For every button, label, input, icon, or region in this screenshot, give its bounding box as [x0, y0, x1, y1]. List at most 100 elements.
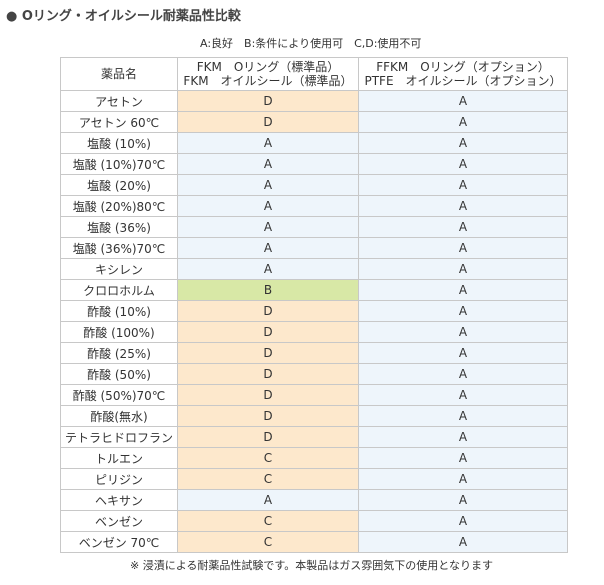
grade-cell: A — [358, 510, 568, 532]
header-line: FKM Oリング（標準品） — [196, 60, 340, 74]
chemical-cell: 酢酸 (50%)70℃ — [60, 384, 178, 406]
chemical-cell: 酢酸 (25%) — [60, 342, 178, 364]
grade-cell: A — [358, 321, 568, 343]
table-row: 酢酸 (10%) D A — [60, 300, 568, 322]
chemical-cell: キシレン — [60, 258, 178, 280]
grade-cell: D — [177, 300, 359, 322]
chemical-cell: 塩酸 (10%) — [60, 132, 178, 154]
chemical-cell: ヘキサン — [60, 489, 178, 511]
grade-cell: A — [358, 468, 568, 490]
grade-cell: A — [358, 426, 568, 448]
table-row: ヘキサン A A — [60, 489, 568, 511]
chemical-cell: 塩酸 (20%) — [60, 174, 178, 196]
grade-cell: A — [177, 132, 359, 154]
grade-cell: D — [177, 363, 359, 385]
grade-cell: C — [177, 510, 359, 532]
table-row: 塩酸 (10%) A A — [60, 132, 568, 154]
table-row: ベンゼン 70℃ C A — [60, 531, 568, 553]
grade-cell: A — [358, 111, 568, 133]
chemical-cell: テトラヒドロフラン — [60, 426, 178, 448]
grade-cell: C — [177, 468, 359, 490]
table-row: 塩酸 (20%)80℃ A A — [60, 195, 568, 217]
chemical-cell: 酢酸 (100%) — [60, 321, 178, 343]
table-body: アセトン D A アセトン 60℃ D A 塩酸 (10%) A A 塩酸 (10%)70℃ A A 塩… — [60, 90, 568, 553]
grade-cell: A — [358, 342, 568, 364]
grade-cell: A — [358, 405, 568, 427]
chemical-cell: 塩酸 (36%)70℃ — [60, 237, 178, 259]
table-row: 塩酸 (10%)70℃ A A — [60, 153, 568, 175]
chemical-cell: 酢酸 (10%) — [60, 300, 178, 322]
header-cell: FFKM Oリング（オプション） PTFE オイルシール（オプション） — [358, 57, 568, 91]
grade-cell: A — [358, 363, 568, 385]
resistance-table: 薬品名 FKM Oリング（標準品） FKM オイルシール（標準品） FFKM Oリ… — [60, 57, 568, 553]
grade-cell: A — [358, 237, 568, 259]
grade-cell: A — [358, 174, 568, 196]
chemical-cell: 塩酸 (36%) — [60, 216, 178, 238]
header-line: FFKM Oリング（オプション） — [376, 60, 550, 74]
header-line: FKM オイルシール（標準品） — [183, 74, 353, 88]
table-row: ピリジン C A — [60, 468, 568, 490]
chemical-cell: クロロホルム — [60, 279, 178, 301]
grade-cell: A — [358, 195, 568, 217]
grade-cell: A — [177, 174, 359, 196]
header-cell: 薬品名 — [60, 57, 178, 91]
grade-cell: A — [358, 216, 568, 238]
title: ● Oリング・オイルシール耐薬品性比較 — [6, 9, 241, 24]
grade-cell: A — [358, 384, 568, 406]
grade-cell: C — [177, 447, 359, 469]
header-cell: FKM Oリング（標準品） FKM オイルシール（標準品） — [177, 57, 359, 91]
table-row: クロロホルム B A — [60, 279, 568, 301]
grade-cell: A — [358, 153, 568, 175]
table-row: 酢酸 (50%) D A — [60, 363, 568, 385]
table-row: 塩酸 (36%) A A — [60, 216, 568, 238]
chemical-cell: 塩酸 (20%)80℃ — [60, 195, 178, 217]
footnote: ※ 浸漬による耐薬品性試験です。本製品はガス雰囲気下の使用となります — [130, 559, 493, 572]
grade-cell: D — [177, 426, 359, 448]
grade-cell: A — [177, 216, 359, 238]
grade-cell: D — [177, 90, 359, 112]
grade-cell: A — [177, 195, 359, 217]
chemical-cell: ピリジン — [60, 468, 178, 490]
grade-cell: A — [177, 489, 359, 511]
grade-cell: A — [358, 258, 568, 280]
grade-cell: A — [358, 489, 568, 511]
chemical-cell: トルエン — [60, 447, 178, 469]
chemical-cell: アセトン 60℃ — [60, 111, 178, 133]
grade-cell: A — [358, 90, 568, 112]
grade-cell: B — [177, 279, 359, 301]
table-row: アセトン D A — [60, 90, 568, 112]
chemical-cell: 酢酸 (50%) — [60, 363, 178, 385]
grade-cell: D — [177, 405, 359, 427]
grade-cell: A — [177, 153, 359, 175]
table-row: 酢酸 (50%)70℃ D A — [60, 384, 568, 406]
table-row: キシレン A A — [60, 258, 568, 280]
table-row: トルエン C A — [60, 447, 568, 469]
table-row: 塩酸 (20%) A A — [60, 174, 568, 196]
grade-cell: D — [177, 342, 359, 364]
table-row: ベンゼン C A — [60, 510, 568, 532]
grade-cell: A — [358, 447, 568, 469]
grade-cell: A — [358, 531, 568, 553]
grade-cell: D — [177, 384, 359, 406]
chemical-cell: 塩酸 (10%)70℃ — [60, 153, 178, 175]
chemical-cell: ベンゼン — [60, 510, 178, 532]
chemical-cell: ベンゼン 70℃ — [60, 531, 178, 553]
grade-cell: C — [177, 531, 359, 553]
grade-cell: D — [177, 321, 359, 343]
table-row: テトラヒドロフラン D A — [60, 426, 568, 448]
table-row: 酢酸(無水) D A — [60, 405, 568, 427]
grade-cell: D — [177, 111, 359, 133]
table-row: 酢酸 (25%) D A — [60, 342, 568, 364]
grade-cell: A — [177, 258, 359, 280]
legend: A:良好 B:条件により使用可 C,D:使用不可 — [200, 37, 422, 50]
grade-cell: A — [177, 237, 359, 259]
grade-cell: A — [358, 132, 568, 154]
table-row: 酢酸 (100%) D A — [60, 321, 568, 343]
table-row: 塩酸 (36%)70℃ A A — [60, 237, 568, 259]
table-row: アセトン 60℃ D A — [60, 111, 568, 133]
header-line: PTFE オイルシール（オプション） — [364, 74, 562, 88]
grade-cell: A — [358, 300, 568, 322]
chemical-cell: 酢酸(無水) — [60, 405, 178, 427]
chemical-cell: アセトン — [60, 90, 178, 112]
